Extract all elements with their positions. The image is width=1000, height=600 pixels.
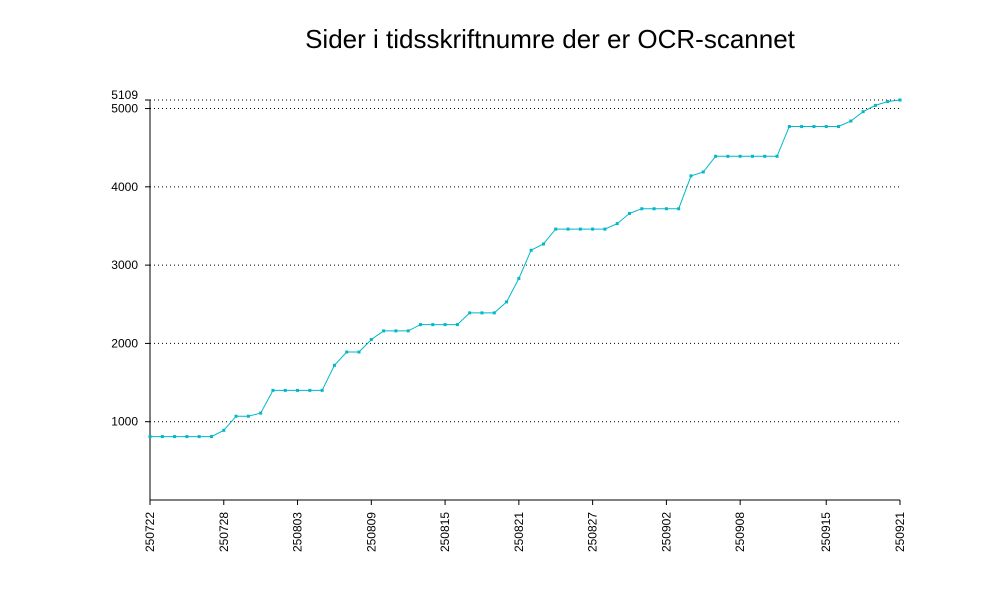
x-tick-label: 250908 [733, 512, 747, 552]
data-point [443, 323, 447, 327]
data-point [726, 154, 730, 158]
data-point [578, 227, 582, 231]
data-point [640, 207, 644, 211]
x-tick-label: 250815 [438, 512, 452, 552]
x-tick-label: 250827 [586, 512, 600, 552]
data-point [197, 435, 201, 439]
data-point [357, 350, 361, 354]
data-point [148, 435, 152, 439]
data-point [529, 248, 533, 252]
data-point [332, 363, 336, 367]
data-point [701, 170, 705, 174]
data-point [849, 119, 853, 123]
data-point [750, 154, 754, 158]
data-point [480, 311, 484, 315]
data-point [763, 154, 767, 158]
data-point [394, 329, 398, 333]
x-tick-label: 250921 [893, 512, 907, 552]
data-point [222, 428, 226, 432]
data-point [296, 388, 300, 392]
data-point [455, 323, 459, 327]
data-point [812, 125, 816, 129]
data-point [677, 207, 681, 211]
x-tick-label: 250722 [143, 512, 157, 552]
y-tick-label: 5000 [111, 102, 138, 116]
x-tick-label: 250821 [512, 512, 526, 552]
data-point [689, 174, 693, 178]
data-point [824, 125, 828, 129]
data-point [652, 207, 656, 211]
data-point [505, 300, 509, 304]
data-point [861, 110, 865, 114]
x-tick-label: 250915 [819, 512, 833, 552]
x-tick-label: 250728 [217, 512, 231, 552]
data-point [418, 323, 422, 327]
data-point [246, 414, 250, 418]
data-point [541, 242, 545, 246]
y-tick-label: 2000 [111, 336, 138, 350]
data-point [664, 207, 668, 211]
data-point [886, 99, 890, 103]
data-point [628, 211, 632, 215]
data-point [369, 337, 373, 341]
y-tick-label: 3000 [111, 258, 138, 272]
data-point [431, 323, 435, 327]
data-point [492, 311, 496, 315]
data-point [603, 227, 607, 231]
series-line [150, 99, 901, 438]
data-point [308, 388, 312, 392]
data-point [775, 154, 779, 158]
data-point [468, 311, 472, 315]
x-tick-label: 250809 [364, 512, 378, 552]
x-tick-label: 250803 [291, 512, 305, 552]
data-point [283, 388, 287, 392]
data-point [185, 435, 189, 439]
data-point [320, 388, 324, 392]
data-point [898, 98, 902, 102]
data-point [738, 154, 742, 158]
chart-title: Sider i tidsskriftnumre der er OCR-scann… [305, 24, 795, 54]
data-point [234, 414, 238, 418]
data-point [800, 125, 804, 129]
data-point [517, 276, 521, 280]
data-point [406, 329, 410, 333]
data-point [591, 227, 595, 231]
x-tick-label: 250902 [659, 512, 673, 552]
data-point [615, 222, 619, 226]
data-point [271, 388, 275, 392]
data-point [173, 435, 177, 439]
data-point [873, 103, 877, 107]
data-point [259, 411, 263, 415]
data-point [345, 350, 349, 354]
data-point [209, 435, 213, 439]
data-point [554, 227, 558, 231]
y-tick-label: 1000 [111, 415, 138, 429]
data-point [714, 154, 718, 158]
data-point [837, 125, 841, 129]
y-tick-label: 4000 [111, 180, 138, 194]
y-tick-label: 5109 [111, 88, 138, 102]
data-point [566, 227, 570, 231]
data-point [382, 329, 386, 333]
data-point [160, 435, 164, 439]
data-point [787, 125, 791, 129]
